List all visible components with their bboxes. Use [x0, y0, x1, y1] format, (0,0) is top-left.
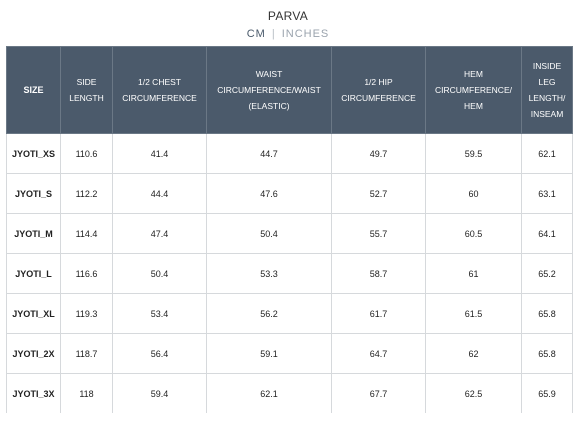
table-row: JYOTI_3X 118 59.4 62.1 67.7 62.5 65.9: [6, 373, 573, 413]
cell-size: JYOTI_XL: [6, 293, 61, 334]
cell-waist: 62.1: [206, 373, 332, 413]
cell-waist: 53.3: [206, 253, 332, 294]
cell-side-length: 110.6: [60, 133, 113, 174]
column-header-waist: WAIST CIRCUMFERENCE/WAIST (ELASTIC): [206, 46, 332, 134]
cell-hem: 62.5: [425, 373, 522, 413]
cell-side-length: 116.6: [60, 253, 113, 294]
unit-cm-toggle[interactable]: CM: [246, 28, 266, 40]
cell-side-length: 118.7: [60, 333, 113, 374]
cell-chest: 44.4: [112, 173, 207, 214]
cell-inseam: 65.2: [521, 253, 573, 294]
cell-inseam: 65.8: [521, 333, 573, 374]
cell-hem: 61: [425, 253, 522, 294]
table-row: JYOTI_XS 110.6 41.4 44.7 49.7 59.5 62.1: [6, 133, 573, 174]
cell-chest: 53.4: [112, 293, 207, 334]
cell-inseam: 65.9: [521, 373, 573, 413]
column-header-chest: 1/2 CHEST CIRCUMFERENCE: [112, 46, 207, 134]
cell-hip: 61.7: [331, 293, 426, 334]
cell-hip: 58.7: [331, 253, 426, 294]
table-row: JYOTI_XL 119.3 53.4 56.2 61.7 61.5 65.8: [6, 293, 573, 334]
column-header-size: SIZE: [6, 46, 61, 134]
cell-waist: 56.2: [206, 293, 332, 334]
cell-size: JYOTI_2X: [6, 333, 61, 374]
cell-waist: 59.1: [206, 333, 332, 374]
cell-hem: 61.5: [425, 293, 522, 334]
cell-size: JYOTI_3X: [6, 373, 61, 413]
cell-hem: 59.5: [425, 133, 522, 174]
cell-size: JYOTI_S: [6, 173, 61, 214]
unit-separator: |: [271, 28, 276, 40]
table-row: JYOTI_M 114.4 47.4 50.4 55.7 60.5 64.1: [6, 213, 573, 254]
cell-chest: 50.4: [112, 253, 207, 294]
cell-hem: 60.5: [425, 213, 522, 254]
size-chart-container[interactable]: SIZE SIDE LENGTH 1/2 CHEST CIRCUMFERENCE…: [6, 46, 576, 413]
unit-inches-toggle[interactable]: INCHES: [281, 28, 330, 40]
cell-chest: 47.4: [112, 213, 207, 254]
cell-size: JYOTI_M: [6, 213, 61, 254]
cell-chest: 41.4: [112, 133, 207, 174]
cell-hem: 62: [425, 333, 522, 374]
cell-waist: 47.6: [206, 173, 332, 214]
table-row: JYOTI_S 112.2 44.4 47.6 52.7 60 63.1: [6, 173, 573, 214]
cell-size: JYOTI_XS: [6, 133, 61, 174]
column-header-hem: HEM CIRCUMFERENCE/ HEM: [425, 46, 522, 134]
cell-hip: 52.7: [331, 173, 426, 214]
cell-side-length: 118: [60, 373, 113, 413]
cell-side-length: 112.2: [60, 173, 113, 214]
cell-hip: 64.7: [331, 333, 426, 374]
table-row: JYOTI_L 116.6 50.4 53.3 58.7 61 65.2: [6, 253, 573, 294]
cell-size: JYOTI_L: [6, 253, 61, 294]
cell-inseam: 62.1: [521, 133, 573, 174]
page-title: PARVA: [267, 9, 309, 23]
cell-inseam: 64.1: [521, 213, 573, 254]
table-header-row: SIZE SIDE LENGTH 1/2 CHEST CIRCUMFERENCE…: [6, 46, 573, 134]
cell-side-length: 114.4: [60, 213, 113, 254]
size-chart-table: SIZE SIDE LENGTH 1/2 CHEST CIRCUMFERENCE…: [6, 46, 573, 413]
cell-hem: 60: [425, 173, 522, 214]
table-row: JYOTI_2X 118.7 56.4 59.1 64.7 62 65.8: [6, 333, 573, 374]
cell-side-length: 119.3: [60, 293, 113, 334]
cell-hip: 67.7: [331, 373, 426, 413]
cell-hip: 49.7: [331, 133, 426, 174]
cell-waist: 44.7: [206, 133, 332, 174]
cell-inseam: 63.1: [521, 173, 573, 214]
cell-inseam: 65.8: [521, 293, 573, 334]
cell-hip: 55.7: [331, 213, 426, 254]
unit-toggle: CM | INCHES: [0, 28, 576, 40]
cell-chest: 59.4: [112, 373, 207, 413]
cell-waist: 50.4: [206, 213, 332, 254]
column-header-hip: 1/2 HIP CIRCUMFERENCE: [331, 46, 426, 134]
column-header-side-length: SIDE LENGTH: [60, 46, 113, 134]
cell-chest: 56.4: [112, 333, 207, 374]
column-header-inseam: INSIDE LEG LENGTH/ INSEAM: [521, 46, 573, 134]
